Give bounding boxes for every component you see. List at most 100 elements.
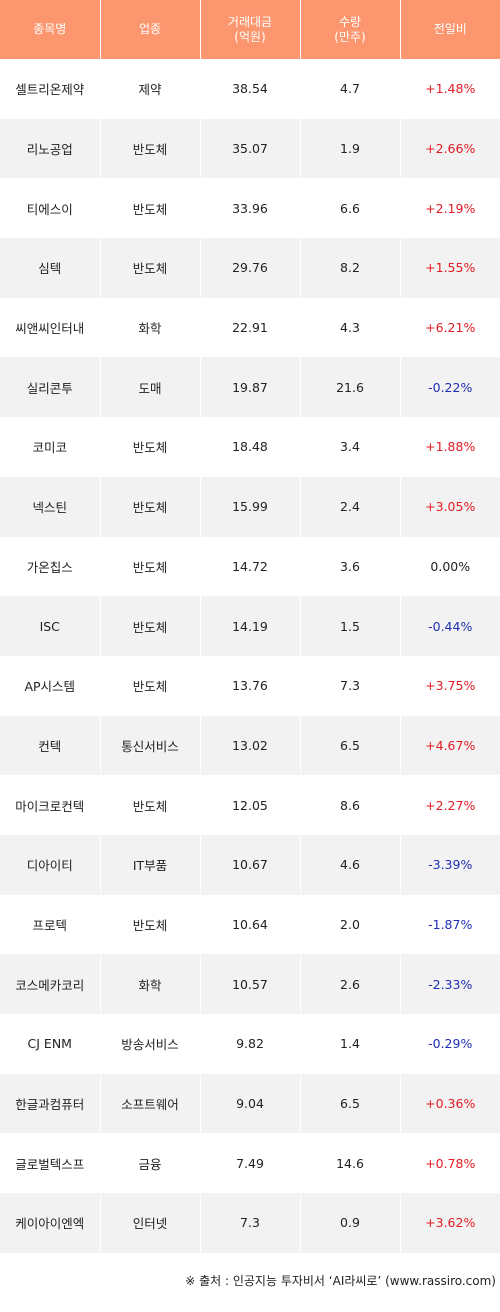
sector-cell: 도매 [100,357,201,418]
header-amount-label: 거래대금 [227,14,273,29]
change-cell: +2.66% [400,118,500,179]
volume-cell: 21.6 [300,357,401,418]
trade-amount-cell: 14.19 [200,596,301,656]
stock-name-cell: 심텍 [0,238,101,298]
stock-name-cell: 가온칩스 [0,536,101,597]
header-change: 전일비 [400,0,500,59]
trade-amount-cell: 13.76 [200,655,301,716]
table-row: 코스메카코리 화학 10.57 2.6 -2.33% [0,954,500,1014]
volume-cell: 2.0 [300,894,401,955]
change-cell: +0.36% [400,1073,500,1134]
stock-name-cell: 셀트리온제약 [0,59,101,119]
trade-amount-cell: 15.99 [200,476,301,537]
volume-cell: 1.4 [300,1014,401,1074]
stock-name-cell: 케이아이엔엑 [0,1193,101,1253]
stock-name-cell: 리노공업 [0,118,101,179]
volume-cell: 4.6 [300,834,401,895]
table-row: 컨텍 통신서비스 13.02 6.5 +4.67% [0,715,500,776]
table-row: AP시스템 반도체 13.76 7.3 +3.75% [0,655,500,716]
table-row: 디아이티 IT부품 10.67 4.6 -3.39% [0,834,500,895]
volume-cell: 3.4 [300,417,401,477]
table-row: 가온칩스 반도체 14.72 3.6 0.00% [0,536,500,597]
sector-cell: IT부품 [100,834,201,895]
table-row: 넥스틴 반도체 15.99 2.4 +3.05% [0,476,500,537]
sector-cell: 반도체 [100,775,201,835]
table-row: 셀트리온제약 제약 38.54 4.7 +1.48% [0,59,500,119]
stock-name-cell: 넥스틴 [0,476,101,537]
table-header: 종목명 업종 거래대금 (억원) 수량 (만주) 전일비 [0,0,500,59]
sector-cell: 반도체 [100,596,201,656]
stock-name-cell: 프로텍 [0,894,101,955]
header-row: 종목명 업종 거래대금 (억원) 수량 (만주) 전일비 [0,0,500,59]
change-cell: +4.67% [400,715,500,776]
table-body: 셀트리온제약 제약 38.54 4.7 +1.48% 리노공업 반도체 35.07 1.9 +2.… [0,59,500,1253]
trade-amount-cell: 19.87 [200,357,301,418]
table-row: 씨앤씨인터내 화학 22.91 4.3 +6.21% [0,297,500,358]
table-row: 마이크로컨텍 반도체 12.05 8.6 +2.27% [0,775,500,835]
sector-cell: 반도체 [100,118,201,179]
stock-name-cell: CJ ENM [0,1014,101,1074]
table-row: 코미코 반도체 18.48 3.4 +1.88% [0,417,500,477]
table-row: 프로텍 반도체 10.64 2.0 -1.87% [0,894,500,955]
stock-name-cell: ISC [0,596,101,656]
stock-name-cell: 코미코 [0,417,101,477]
trading-volume-table: 종목명 업종 거래대금 (억원) 수량 (만주) 전일비 셀트리온제약 제약 38.… [0,0,500,1253]
sector-cell: 금융 [100,1133,201,1194]
change-cell: +0.78% [400,1133,500,1194]
trade-amount-cell: 10.57 [200,954,301,1014]
change-cell: -0.22% [400,357,500,418]
trade-amount-cell: 10.67 [200,834,301,895]
volume-cell: 3.6 [300,536,401,597]
table-row: ISC 반도체 14.19 1.5 -0.44% [0,596,500,656]
trade-amount-cell: 33.96 [200,178,301,239]
stock-name-cell: 컨텍 [0,715,101,776]
table-row: 글로벌텍스프 금융 7.49 14.6 +0.78% [0,1133,500,1194]
change-cell: -3.39% [400,834,500,895]
sector-cell: 인터넷 [100,1193,201,1253]
trade-amount-cell: 22.91 [200,297,301,358]
volume-cell: 1.9 [300,118,401,179]
trade-amount-cell: 7.3 [200,1193,301,1253]
change-cell: 0.00% [400,536,500,597]
header-sector: 업종 [100,0,201,59]
table-row: 한글과컴퓨터 소프트웨어 9.04 6.5 +0.36% [0,1073,500,1134]
volume-cell: 0.9 [300,1193,401,1253]
sector-cell: 반도체 [100,655,201,716]
stock-name-cell: 한글과컴퓨터 [0,1073,101,1134]
change-cell: -2.33% [400,954,500,1014]
sector-cell: 방송서비스 [100,1014,201,1074]
volume-cell: 7.3 [300,655,401,716]
sector-cell: 반도체 [100,238,201,298]
stock-name-cell: 티에스이 [0,178,101,239]
change-cell: +3.05% [400,476,500,537]
header-amount-unit: (억원) [234,29,266,44]
stock-name-cell: 코스메카코리 [0,954,101,1014]
trade-amount-cell: 7.49 [200,1133,301,1194]
volume-cell: 14.6 [300,1133,401,1194]
change-cell: +6.21% [400,297,500,358]
sector-cell: 화학 [100,954,201,1014]
header-amount: 거래대금 (억원) [200,0,301,59]
table-row: 티에스이 반도체 33.96 6.6 +2.19% [0,178,500,239]
sector-cell: 반도체 [100,178,201,239]
sector-cell: 반도체 [100,894,201,955]
trade-amount-cell: 12.05 [200,775,301,835]
source-note: ※ 출처 : 인공지능 투자비서 ‘AI라씨로’ (www.rassiro.co… [0,1252,500,1310]
change-cell: +1.48% [400,59,500,119]
trade-amount-cell: 9.04 [200,1073,301,1134]
volume-cell: 6.5 [300,1073,401,1134]
change-cell: +3.75% [400,655,500,716]
stock-name-cell: 씨앤씨인터내 [0,297,101,358]
change-cell: +1.55% [400,238,500,298]
volume-cell: 2.4 [300,476,401,537]
sector-cell: 반도체 [100,476,201,537]
header-volume-label: 수량 [338,14,362,29]
trade-amount-cell: 9.82 [200,1014,301,1074]
volume-cell: 6.6 [300,178,401,239]
sector-cell: 화학 [100,297,201,358]
table-row: CJ ENM 방송서비스 9.82 1.4 -0.29% [0,1014,500,1074]
change-cell: +2.19% [400,178,500,239]
sector-cell: 반도체 [100,417,201,477]
stock-name-cell: 마이크로컨텍 [0,775,101,835]
volume-cell: 4.3 [300,297,401,358]
